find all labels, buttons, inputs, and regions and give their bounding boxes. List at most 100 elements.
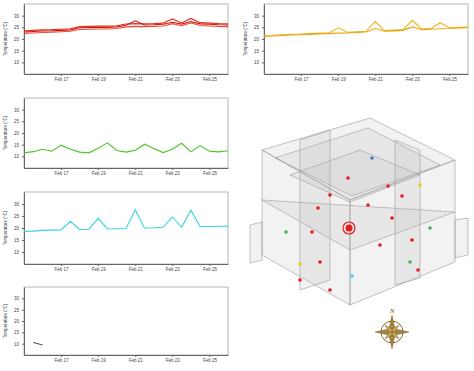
tick-mark (135, 264, 136, 266)
y-tick: 30 (254, 14, 264, 19)
compass-point (384, 324, 394, 334)
tick-label: 15 (14, 238, 20, 243)
tick-label: Feb 17 (55, 267, 70, 272)
y-tick: 20 (14, 131, 24, 136)
tick-label: 25 (14, 119, 20, 124)
sensor (400, 194, 404, 198)
tick-mark (22, 344, 24, 345)
tick-label: Feb 17 (55, 171, 70, 176)
tick-label: 30 (14, 296, 20, 301)
tick-mark (22, 27, 24, 28)
sensor (316, 206, 320, 210)
y-tick: 30 (14, 202, 24, 207)
tick-mark (262, 16, 264, 17)
y-tick: 10 (14, 342, 24, 347)
sensor (346, 225, 353, 232)
tick-label: Feb 21 (129, 358, 144, 363)
tick-label: Feb 25 (203, 267, 218, 272)
tick-mark (172, 168, 173, 170)
y-axis: 1015202530 (254, 5, 265, 75)
tick-label: Feb 21 (129, 171, 144, 176)
tick-label: 20 (14, 319, 20, 324)
sensor (378, 243, 382, 247)
x-tick: Feb 17 (295, 74, 310, 82)
series-line (24, 23, 228, 34)
tick-label: 15 (254, 49, 260, 54)
x-tick: Feb 17 (55, 355, 70, 363)
tick-mark (338, 74, 339, 76)
sensor (366, 203, 370, 207)
tick-label: 10 (14, 250, 20, 255)
tick-mark (61, 168, 62, 170)
tick-mark (98, 264, 99, 266)
x-tick: Feb 25 (203, 355, 218, 363)
tick-mark (22, 332, 24, 333)
tick-mark (98, 74, 99, 76)
tick-label: 25 (254, 25, 260, 30)
sensor (370, 156, 374, 160)
tick-label: Feb 25 (203, 358, 218, 363)
compass: N (375, 307, 409, 349)
tick-mark (22, 321, 24, 322)
x-axis: Feb 17Feb 19Feb 21Feb 23Feb 25 (25, 74, 229, 82)
sensor (390, 216, 394, 220)
tick-mark (22, 121, 24, 122)
series-line (264, 27, 468, 36)
y-axis: 10 15 20 25 30 (14, 288, 25, 356)
tick-label: Feb 17 (55, 358, 70, 363)
x-tick: Feb 19 (92, 168, 107, 176)
x-tick: Feb 17 (55, 264, 70, 272)
tick-mark (262, 39, 264, 40)
y-axis-title: Temperature (°C) (3, 303, 8, 338)
tick-mark (61, 264, 62, 266)
tick-mark (98, 355, 99, 357)
tick-label: 15 (14, 330, 20, 335)
building-diagram (250, 118, 468, 305)
tick-label: Feb 23 (166, 267, 181, 272)
sensor (428, 226, 432, 230)
axis-line (25, 264, 229, 265)
sensor (284, 230, 288, 234)
y-axis-title: Temperature (°C) (3, 21, 8, 56)
tick-label: 15 (14, 143, 20, 148)
tick-mark (22, 156, 24, 157)
tick-label: 20 (14, 131, 20, 136)
tick-mark (22, 204, 24, 205)
tick-mark (301, 74, 302, 76)
tick-mark (262, 62, 264, 63)
plot-frame (24, 287, 228, 355)
tick-label: Feb 25 (443, 77, 458, 82)
plot-area (24, 18, 228, 33)
y-tick: 25 (14, 25, 24, 30)
tick-mark (22, 252, 24, 253)
y-tick: 10 (254, 60, 264, 65)
y-tick: 20 (14, 37, 24, 42)
y-tick: 25 (14, 308, 24, 313)
sensor (328, 193, 332, 197)
y-tick: 10 (14, 154, 24, 159)
tick-label: Feb 23 (166, 171, 181, 176)
x-tick: Feb 17 (55, 168, 70, 176)
tick-mark (172, 355, 173, 357)
axis-line (25, 74, 229, 75)
sensor (418, 183, 422, 187)
tick-label: 15 (14, 49, 20, 54)
tick-label: 30 (254, 14, 260, 19)
y-tick: 20 (14, 226, 24, 231)
y-tick: 15 (14, 238, 24, 243)
axis-line (24, 99, 25, 169)
tick-mark (61, 355, 62, 357)
tick-label: Feb 21 (369, 77, 384, 82)
y-axis-title: Temperature (°C) (243, 21, 248, 56)
tick-mark (172, 74, 173, 76)
tick-label: Feb 23 (166, 358, 181, 363)
series-line (24, 210, 228, 232)
tick-label: Feb 19 (332, 77, 347, 82)
axis-line (25, 168, 229, 169)
sensor (350, 274, 354, 278)
building-face (250, 222, 262, 263)
plot-frame (264, 4, 468, 74)
plot-frame (24, 98, 228, 168)
x-tick: Feb 19 (332, 74, 347, 82)
x-tick: Feb 25 (203, 168, 218, 176)
